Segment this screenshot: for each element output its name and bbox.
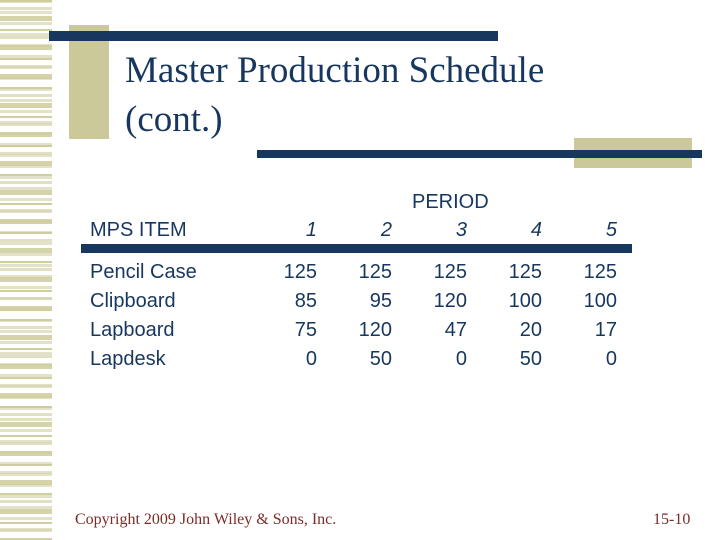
table-body: Pencil Case 125 125 125 125 125 Clipboar…: [90, 258, 635, 374]
row-value: 120: [358, 319, 392, 341]
row-value: 125: [358, 261, 392, 283]
table-header-rule: [81, 244, 632, 253]
row-value: 120: [433, 290, 467, 312]
row-item-label: Pencil Case: [90, 261, 197, 283]
table-header-row: MPS ITEM 1 2 3 4 5: [90, 217, 635, 243]
copyright-text: Copyright 2009 John Wiley & Sons, Inc.: [75, 511, 337, 528]
header-accent-bar: [257, 150, 702, 158]
row-value: 75: [294, 319, 317, 341]
table-row: Clipboard 85 95 120 100 100: [90, 287, 635, 316]
period-header: PERIOD: [412, 191, 489, 213]
column-header-period-4: 4: [530, 219, 542, 241]
row-item-label: Lapdesk: [90, 348, 166, 370]
column-header-period-3: 3: [455, 219, 467, 241]
page-title-line1: Master Production Schedule: [125, 50, 545, 91]
column-header-period-2: 2: [380, 219, 392, 241]
page-title: Master Production Schedule (cont.): [125, 46, 685, 144]
row-value: 17: [594, 319, 617, 341]
row-value: 0: [305, 348, 317, 370]
table-row: Lapboard 75 120 47 20 17: [90, 316, 635, 345]
row-item-label: Clipboard: [90, 290, 176, 312]
title-accent-bar: [49, 31, 498, 41]
row-item-label: Lapboard: [90, 319, 175, 341]
row-value: 125: [433, 261, 467, 283]
row-value: 50: [369, 348, 392, 370]
row-value: 125: [283, 261, 317, 283]
page-number: 15-10: [653, 511, 691, 528]
tan-block-top: [69, 25, 109, 139]
column-header-period-1: 1: [305, 219, 317, 241]
row-value: 50: [519, 348, 542, 370]
table-row: Pencil Case 125 125 125 125 125: [90, 258, 635, 287]
row-value: 20: [519, 319, 542, 341]
row-value: 100: [508, 290, 542, 312]
row-value: 100: [583, 290, 617, 312]
row-value: 125: [508, 261, 542, 283]
row-value: 47: [444, 319, 467, 341]
page-title-line2: (cont.): [125, 99, 223, 140]
row-value: 85: [294, 290, 317, 312]
row-value: 125: [583, 261, 617, 283]
table-row: Lapdesk 0 50 0 50 0: [90, 345, 635, 374]
left-stripes-decoration: [0, 0, 52, 540]
row-value: 0: [605, 348, 617, 370]
column-header-mps-item: MPS ITEM: [90, 219, 187, 241]
row-value: 95: [369, 290, 392, 312]
row-value: 0: [455, 348, 467, 370]
column-header-period-5: 5: [605, 219, 617, 241]
